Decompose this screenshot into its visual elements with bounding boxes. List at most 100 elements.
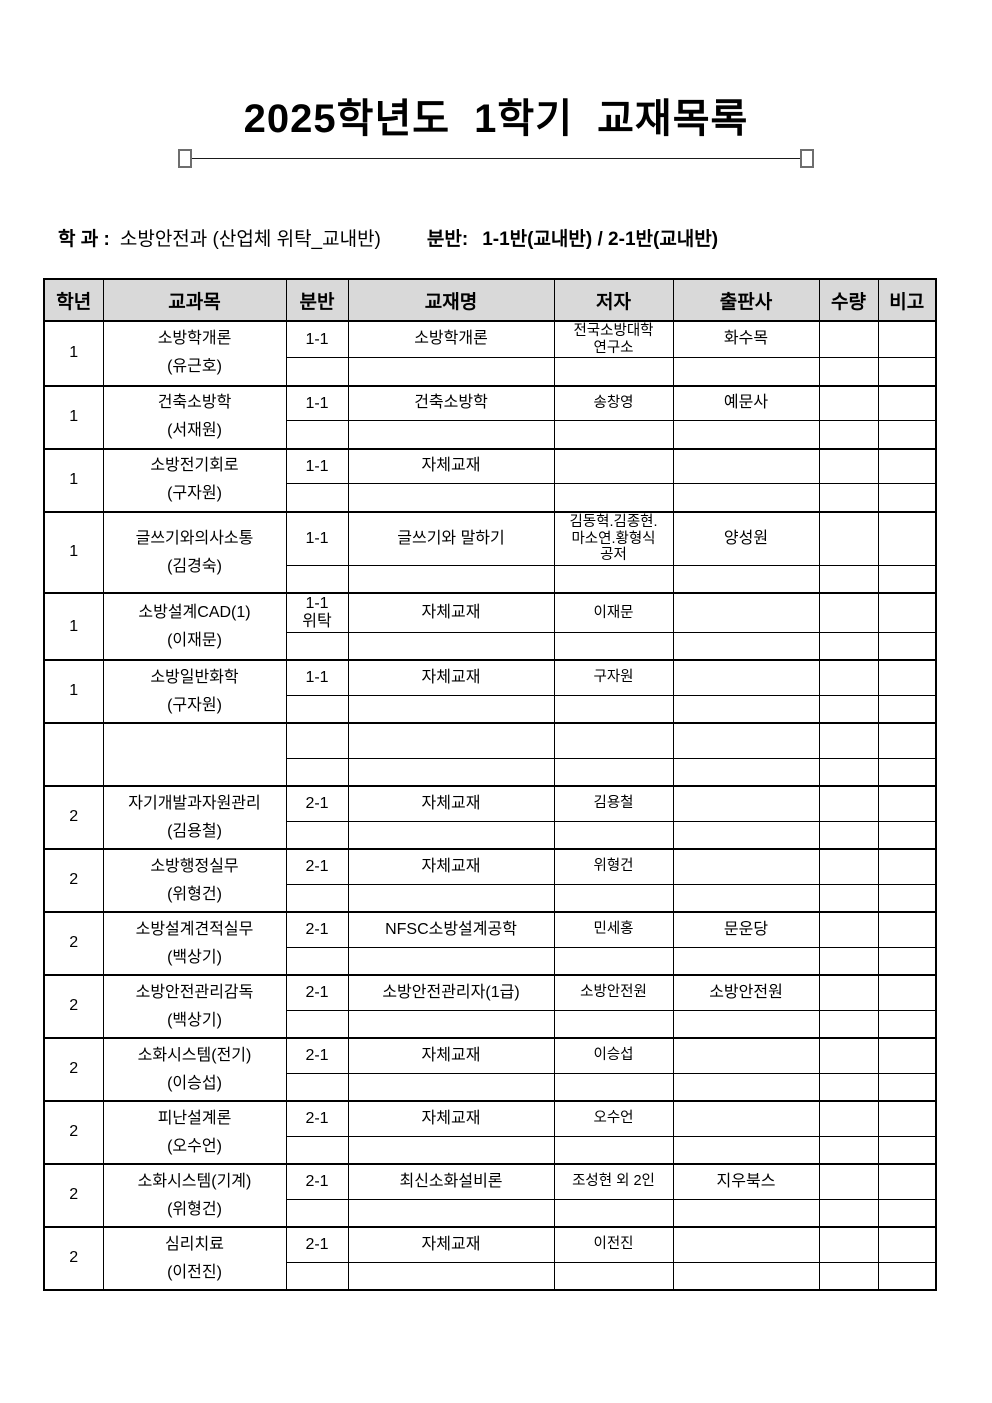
note-cell	[877, 510, 937, 566]
section-cell: 1-1	[285, 659, 349, 696]
empty-cell	[818, 694, 879, 724]
publisher-cell	[672, 592, 820, 633]
table-row-top: 2 소방행정실무 (위형건) 2-1 자체교재 위형건	[43, 848, 937, 913]
book-title-cell: 자체교재	[347, 447, 555, 485]
table-row-top: 1 소방전기회로 (구자원) 1-1 자체교재	[43, 447, 937, 513]
quantity-cell	[818, 848, 879, 885]
author-cell: 구자원	[553, 659, 674, 696]
section-cell: 2-1	[285, 974, 349, 1011]
col-header-section: 분반	[285, 278, 349, 322]
publisher-cell	[672, 848, 820, 885]
table-row-top: 2 소방설계견적실무 (백상기) 2-1 NFSC소방설계공학 민세홍 문운당	[43, 911, 937, 976]
subject-name: 소방학개론	[157, 330, 232, 348]
note-cell	[877, 1037, 937, 1074]
subject-professor: (백상기)	[167, 1011, 222, 1029]
empty-cell	[818, 357, 879, 387]
quantity-cell	[818, 1226, 879, 1263]
quantity-cell	[818, 974, 879, 1011]
empty-cell	[877, 1072, 937, 1102]
empty-cell	[553, 357, 674, 387]
table-header-row: 학년 교과목 분반 교재명 저자 출판사 수량 비고	[43, 278, 937, 322]
grade-cell: 1	[43, 447, 104, 513]
author-cell: 민세홍	[553, 911, 674, 948]
author-cell	[553, 722, 674, 759]
note-cell	[877, 1100, 937, 1137]
publisher-cell: 양성원	[672, 510, 820, 566]
empty-cell	[347, 946, 555, 976]
subject-professor: (위형건)	[167, 885, 222, 903]
empty-cell	[347, 757, 555, 787]
empty-cell	[672, 1261, 820, 1291]
empty-cell	[347, 883, 555, 913]
empty-cell	[285, 631, 349, 661]
quantity-cell	[818, 320, 879, 359]
subject-name: 소화시스템(기계)	[137, 1172, 252, 1190]
table-row-bottom	[44, 420, 937, 450]
table-row-bottom	[44, 757, 937, 787]
empty-cell	[347, 483, 555, 513]
empty-cell	[553, 1009, 674, 1039]
author-cell: 소방안전원	[553, 974, 674, 1011]
empty-cell	[877, 883, 937, 913]
empty-cell	[285, 883, 349, 913]
empty-cell	[285, 757, 349, 787]
col-header-note: 비고	[877, 278, 937, 322]
table-row-top: 2 피난설계론 (오수언) 2-1 자체교재 오수언	[43, 1100, 937, 1165]
subject-name: 소방일반화학	[150, 668, 239, 686]
empty-cell	[672, 1135, 820, 1165]
empty-cell	[347, 631, 555, 661]
section-cell: 2-1	[285, 785, 349, 822]
empty-cell	[553, 820, 674, 850]
book-title-cell: 자체교재	[347, 1226, 555, 1263]
section-cell: 1-1	[285, 447, 349, 485]
empty-cell	[672, 1198, 820, 1228]
author-cell: 전국소방대학 연구소	[553, 320, 674, 359]
author-cell: 위형건	[553, 848, 674, 885]
empty-cell	[818, 420, 879, 450]
subject-cell: 소방일반화학 (구자원)	[102, 659, 287, 724]
author-cell: 이전진	[553, 1226, 674, 1263]
textbook-table: 학년 교과목 분반 교재명 저자 출판사 수량 비고 1 소방학개론 (유근호) 1-…	[43, 278, 937, 1292]
subject-cell: 소방안전관리감독 (백상기)	[102, 974, 287, 1039]
note-cell	[877, 848, 937, 885]
table-row-top: 2 심리치료 (이전진) 2-1 자체교재 이전진	[43, 1226, 937, 1291]
empty-cell	[672, 1009, 820, 1039]
subject-cell: 소방설계CAD(1) (이재문)	[102, 592, 287, 661]
empty-cell	[347, 820, 555, 850]
empty-cell	[285, 820, 349, 850]
table-row-top	[43, 722, 937, 787]
book-title-cell: 건축소방학	[347, 384, 555, 422]
section-cell: 2-1	[285, 848, 349, 885]
book-title-cell: 최신소화설비론	[347, 1163, 555, 1200]
subject-cell: 소화시스템(전기) (이승섭)	[102, 1037, 287, 1102]
quantity-cell	[818, 447, 879, 485]
publisher-cell	[672, 722, 820, 759]
publisher-cell: 지우북스	[672, 1163, 820, 1200]
subject-cell: 글쓰기와의사소통 (김경숙)	[102, 510, 287, 594]
col-header-author: 저자	[553, 278, 674, 322]
subject-name: 글쓰기와의사소통	[135, 529, 254, 547]
grade-cell: 2	[43, 1226, 104, 1291]
underline-end-square-left	[178, 148, 192, 168]
empty-cell	[818, 946, 879, 976]
page-title: 2025학년도 1학기 교재목록	[243, 97, 749, 141]
col-header-quantity: 수량	[818, 278, 879, 322]
note-cell	[877, 974, 937, 1011]
book-title-cell: 자체교재	[347, 592, 555, 633]
empty-cell	[285, 1135, 349, 1165]
empty-cell	[672, 420, 820, 450]
author-cell: 이승섭	[553, 1037, 674, 1074]
empty-cell	[672, 357, 820, 387]
grade-cell: 1	[43, 659, 104, 724]
grade-cell	[43, 722, 104, 787]
subject-cell: 자기개발과자원관리 (김용철)	[102, 785, 287, 850]
book-title-cell	[347, 722, 555, 759]
subject-professor: (이재문)	[167, 631, 222, 649]
author-cell: 이재문	[553, 592, 674, 633]
section-cell: 2-1	[285, 1163, 349, 1200]
subject-name: 건축소방학	[157, 394, 232, 412]
empty-cell	[877, 631, 937, 661]
publisher-cell	[672, 785, 820, 822]
author-cell: 조성현 외 2인	[553, 1163, 674, 1200]
empty-cell	[877, 1135, 937, 1165]
